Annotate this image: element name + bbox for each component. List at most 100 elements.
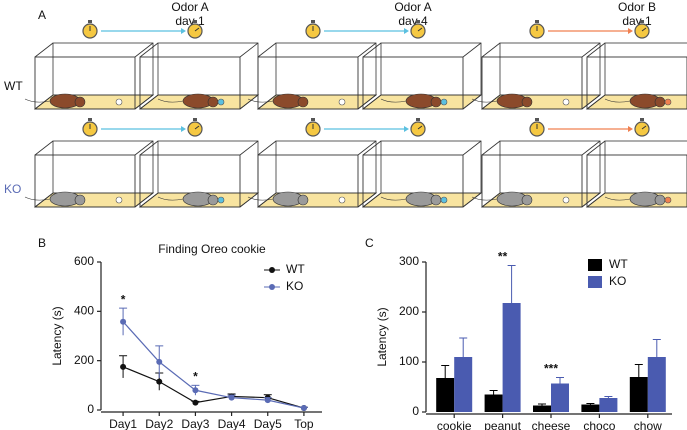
cage-edge bbox=[462, 94, 482, 110]
cage-edge bbox=[586, 140, 606, 156]
pellet bbox=[217, 98, 225, 106]
pellet bbox=[338, 196, 346, 204]
cage-front bbox=[34, 56, 136, 110]
point bbox=[192, 399, 199, 406]
series-line bbox=[122, 366, 305, 409]
legend-swatch bbox=[588, 276, 602, 288]
y-tick-label: 600 bbox=[74, 254, 94, 268]
cage-front bbox=[362, 56, 464, 110]
bar bbox=[436, 378, 455, 412]
cage-edge bbox=[239, 140, 259, 156]
x-tick-label: Day2 bbox=[145, 417, 173, 430]
bar bbox=[533, 405, 551, 412]
point bbox=[120, 318, 127, 325]
pellet bbox=[217, 196, 225, 204]
x-tick-label: Day3 bbox=[181, 417, 209, 430]
pellet bbox=[440, 196, 448, 204]
cage-edge bbox=[239, 42, 259, 58]
cage-edge bbox=[357, 192, 377, 208]
timer-knob bbox=[311, 20, 315, 23]
mouse-tail bbox=[24, 98, 51, 103]
significance: *** bbox=[544, 362, 558, 376]
cage-back bbox=[499, 42, 601, 96]
cage-front bbox=[586, 154, 687, 208]
y-tick-label: 0 bbox=[412, 404, 419, 418]
mouse-head bbox=[74, 194, 86, 206]
significance: ** bbox=[498, 250, 508, 264]
y-tick-label: 400 bbox=[74, 304, 94, 318]
point bbox=[264, 397, 271, 404]
pellet bbox=[440, 98, 448, 106]
cage-back bbox=[157, 140, 259, 194]
cage-edge bbox=[581, 140, 601, 156]
cage-back bbox=[380, 140, 482, 194]
cage-edge bbox=[362, 42, 382, 58]
genotype-label: KO bbox=[4, 182, 21, 196]
cage-front bbox=[481, 56, 583, 110]
cage-back bbox=[604, 42, 687, 96]
cage-edge bbox=[239, 94, 259, 110]
cage-edge bbox=[257, 140, 277, 156]
bar bbox=[581, 404, 600, 412]
panel-label: C bbox=[365, 236, 374, 250]
bar bbox=[502, 303, 521, 412]
cage-edge bbox=[134, 94, 154, 110]
mouse-head bbox=[207, 194, 219, 206]
timer-knob bbox=[311, 118, 315, 121]
legend-label: WT bbox=[286, 262, 305, 276]
x-tick-label: peanut bbox=[484, 419, 521, 430]
mouse-tail bbox=[247, 98, 274, 103]
cage-edge bbox=[462, 42, 482, 58]
timer-knob bbox=[640, 118, 644, 121]
bar bbox=[647, 357, 666, 412]
cage-edge bbox=[481, 140, 501, 156]
cage-edge bbox=[581, 42, 601, 58]
cage-back bbox=[499, 140, 601, 194]
x-tick-label: Top bbox=[294, 417, 314, 430]
mouse-tail bbox=[604, 98, 631, 103]
point bbox=[156, 378, 163, 385]
mouse-tail bbox=[157, 196, 184, 201]
pellet bbox=[664, 98, 672, 106]
mouse-head bbox=[654, 194, 666, 206]
bar bbox=[551, 383, 569, 412]
cage-front bbox=[139, 56, 241, 110]
cage-edge bbox=[134, 192, 154, 208]
cage-edge bbox=[586, 42, 606, 58]
mouse-head bbox=[654, 96, 666, 108]
cage-edge bbox=[239, 192, 259, 208]
cage-edge bbox=[586, 94, 606, 110]
point bbox=[300, 405, 307, 412]
panel-label: A bbox=[38, 8, 46, 22]
panel-label: B bbox=[38, 236, 46, 250]
cage-edge bbox=[586, 192, 606, 208]
timer-hand bbox=[641, 125, 647, 130]
arrow-head bbox=[404, 28, 409, 34]
bar bbox=[599, 398, 618, 412]
cage-edge bbox=[257, 42, 277, 58]
cage-edge bbox=[357, 140, 377, 156]
timer-knob bbox=[193, 118, 197, 121]
arrow-head bbox=[628, 28, 633, 34]
cage-front bbox=[586, 56, 687, 110]
cage-edge bbox=[481, 42, 501, 58]
pellet bbox=[115, 98, 123, 106]
cage-edge bbox=[139, 192, 159, 208]
condition-odor: Odor A bbox=[394, 0, 431, 14]
cage-edge bbox=[139, 140, 159, 156]
timer-knob bbox=[88, 118, 92, 121]
x-tick-label: Day4 bbox=[218, 417, 246, 430]
cage-front bbox=[139, 154, 241, 208]
cage-back bbox=[380, 42, 482, 96]
x-tick-label: cookie bbox=[437, 419, 472, 430]
pellet bbox=[562, 196, 570, 204]
arrow-head bbox=[181, 28, 186, 34]
legend-marker bbox=[269, 267, 275, 273]
legend-swatch bbox=[588, 259, 602, 271]
cage-edge bbox=[139, 94, 159, 110]
pellet bbox=[338, 98, 346, 106]
cage-edge bbox=[357, 94, 377, 110]
x-tick-label: Day5 bbox=[254, 417, 282, 430]
arrow-head bbox=[628, 126, 633, 132]
cage-back bbox=[157, 42, 259, 96]
